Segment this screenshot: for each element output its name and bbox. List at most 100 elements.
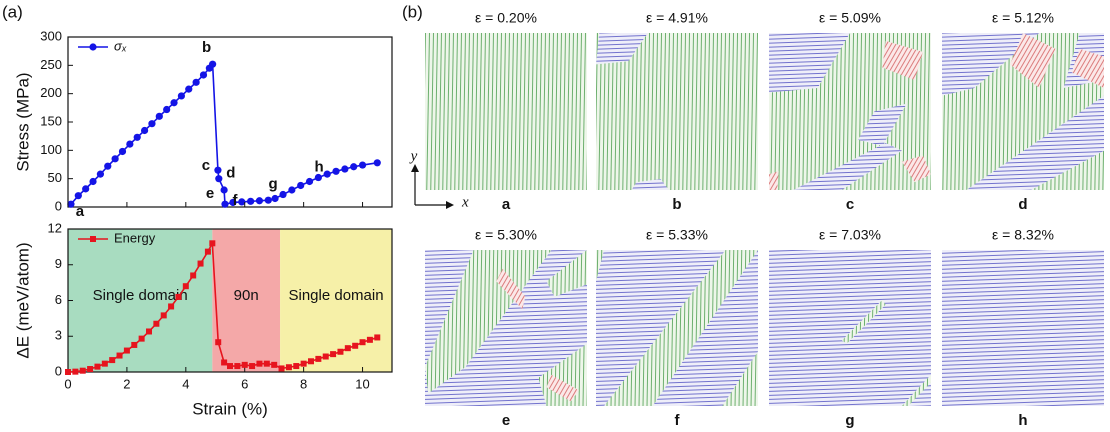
legend-marker <box>90 236 96 242</box>
marker <box>65 369 71 375</box>
annotation: f <box>232 192 238 209</box>
marker <box>337 348 344 355</box>
marker <box>300 360 307 367</box>
domain <box>841 299 886 344</box>
marker <box>227 363 233 370</box>
marker <box>341 165 349 173</box>
domain <box>596 250 605 282</box>
marker <box>297 181 305 190</box>
snapshot-title: ε = 7.03% <box>819 227 881 243</box>
marker <box>138 335 145 342</box>
panel-label: (b) <box>402 2 423 21</box>
panel-label: (a) <box>2 2 23 21</box>
marker <box>116 352 123 359</box>
marker <box>67 200 75 208</box>
marker <box>79 367 86 374</box>
snapshot-label: e <box>502 412 510 429</box>
domain <box>722 351 758 406</box>
x-tick-label: 4 <box>182 376 189 391</box>
snapshot-title: ε = 5.12% <box>992 10 1054 26</box>
arrow-head <box>411 164 419 172</box>
domain <box>546 374 579 402</box>
y-tick-label: 250 <box>40 57 62 72</box>
marker <box>305 177 314 186</box>
region <box>280 229 392 372</box>
marker <box>263 360 270 367</box>
domain <box>793 142 902 190</box>
y-tick-label: 0 <box>55 198 62 213</box>
marker <box>204 248 211 255</box>
y-axis-label: Stress (MPa) <box>13 72 32 171</box>
marker <box>241 361 248 368</box>
marker <box>177 92 185 100</box>
snapshot: ε = 5.12% d <box>942 10 1104 213</box>
annotation: h <box>314 158 323 175</box>
marker <box>175 293 182 300</box>
y-tick-label: 0 <box>55 363 62 378</box>
marker <box>278 365 285 372</box>
snapshot-title: ε = 0.20% <box>475 10 537 26</box>
snapshot-title: ε = 5.30% <box>475 227 537 243</box>
marker <box>111 155 119 163</box>
axes-indicator: y x <box>409 148 469 210</box>
x-tick-label: 2 <box>123 376 130 391</box>
snapshot: ε = 4.91% b <box>596 10 758 213</box>
x-tick-label: 0 <box>64 376 71 391</box>
domain <box>769 33 850 93</box>
marker <box>352 342 359 349</box>
y-tick-label: 200 <box>40 85 62 100</box>
marker <box>214 166 222 174</box>
domain <box>769 171 779 190</box>
marker <box>101 360 108 367</box>
domain <box>496 268 526 310</box>
marker <box>140 126 149 135</box>
marker <box>215 175 223 183</box>
snapshot-label: a <box>502 196 511 213</box>
domain <box>1071 48 1104 88</box>
marker <box>366 336 373 343</box>
snapshot-image <box>425 33 587 190</box>
marker <box>82 185 90 193</box>
snapshot-label: d <box>1018 196 1027 213</box>
y-tick-label: 6 <box>55 292 62 307</box>
snapshot-title: ε = 5.09% <box>819 10 881 26</box>
marker <box>308 358 314 365</box>
annotation: c <box>202 157 210 174</box>
marker <box>374 334 381 341</box>
marker <box>315 355 322 362</box>
domain <box>966 95 1104 190</box>
region-label: Single domain <box>93 287 188 304</box>
snapshot: ε = 5.30% e <box>425 227 587 429</box>
y-tick-label: 300 <box>40 28 62 43</box>
marker <box>256 360 263 367</box>
marker <box>148 120 156 128</box>
region-label: Single domain <box>289 287 384 304</box>
annotation: g <box>268 175 277 192</box>
axis-indicator-label: y <box>409 148 418 164</box>
marker <box>330 351 337 358</box>
marker <box>220 186 228 194</box>
domain <box>901 374 931 406</box>
marker <box>323 170 331 178</box>
y-axis-label: ΔE (meV/atom) <box>13 242 32 358</box>
region <box>212 229 281 372</box>
snapshot-label: b <box>672 196 681 213</box>
marker <box>234 363 241 370</box>
marker <box>109 357 116 364</box>
domain <box>901 155 931 183</box>
marker <box>170 99 178 107</box>
snapshot-title: ε = 5.33% <box>646 227 708 243</box>
marker <box>185 85 193 93</box>
marker <box>285 364 292 371</box>
marker <box>238 198 246 206</box>
marker <box>344 345 351 352</box>
legend-marker <box>89 43 97 51</box>
marker <box>221 359 228 366</box>
marker <box>160 312 167 319</box>
marker <box>126 140 134 148</box>
domain <box>942 33 1040 96</box>
marker <box>209 60 217 68</box>
marker <box>94 363 101 370</box>
snapshot-label: f <box>675 412 681 429</box>
y-tick-label: 150 <box>40 113 62 128</box>
